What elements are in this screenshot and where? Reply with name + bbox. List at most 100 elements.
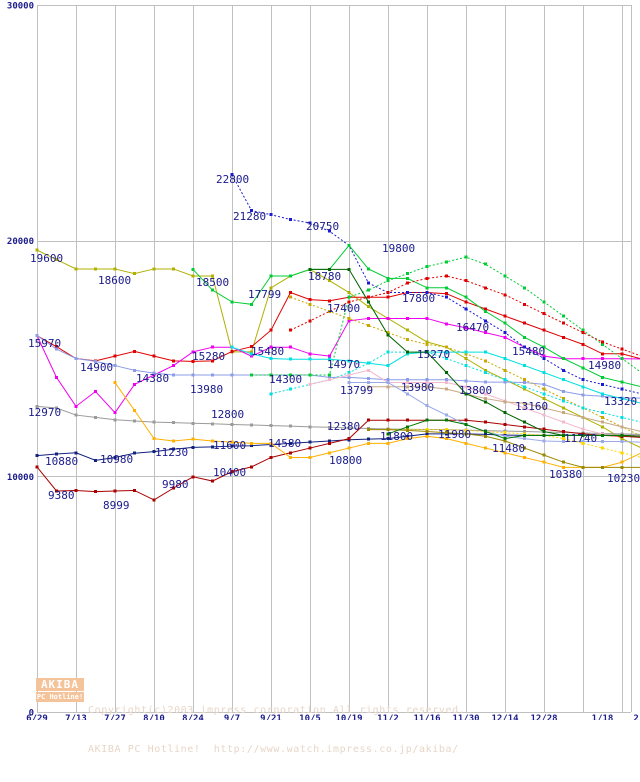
data-point <box>328 378 331 381</box>
x-tick-label: 8/10 <box>143 714 165 720</box>
data-point <box>250 442 253 445</box>
x-tick-label: 11/16 <box>413 714 440 720</box>
data-point <box>426 277 429 280</box>
value-label: 14900 <box>80 361 113 374</box>
data-point <box>523 364 526 367</box>
data-point <box>504 411 507 414</box>
data-point <box>523 286 526 289</box>
data-point <box>328 442 331 445</box>
data-point <box>621 461 624 464</box>
value-label: 12970 <box>28 406 61 419</box>
data-point <box>387 385 390 388</box>
x-tick-label: 9/7 <box>224 714 240 720</box>
data-point <box>523 425 526 428</box>
data-point <box>153 421 156 424</box>
data-point <box>114 267 117 270</box>
data-point <box>133 452 136 455</box>
data-point <box>426 286 429 289</box>
data-point <box>484 447 487 450</box>
data-point <box>192 275 195 278</box>
x-tick-label: 7/27 <box>104 714 126 720</box>
data-point <box>309 447 312 450</box>
data-point <box>504 423 507 426</box>
value-label: 18780 <box>308 270 341 283</box>
data-point <box>348 437 351 440</box>
data-point <box>231 346 234 349</box>
data-point <box>153 498 156 501</box>
data-point <box>504 315 507 318</box>
data-point <box>309 383 312 386</box>
data-point <box>601 383 604 386</box>
data-point <box>562 336 565 339</box>
data-point <box>367 428 370 431</box>
value-label: 13160 <box>515 400 548 413</box>
data-point <box>270 456 273 459</box>
data-point <box>133 419 136 422</box>
data-point <box>445 260 448 263</box>
value-label: 14980 <box>588 359 621 372</box>
data-point <box>543 430 546 433</box>
data-point <box>348 296 351 299</box>
data-point <box>387 381 390 384</box>
data-point <box>75 414 78 417</box>
data-point <box>367 442 370 445</box>
data-point <box>523 336 526 339</box>
data-point <box>621 425 624 428</box>
data-point <box>211 422 214 425</box>
data-point <box>523 381 526 384</box>
data-point <box>406 329 409 332</box>
data-point <box>465 296 468 299</box>
data-point <box>582 366 585 369</box>
data-point <box>465 419 468 422</box>
data-point <box>484 359 487 362</box>
data-point <box>465 351 468 354</box>
data-point <box>484 310 487 313</box>
data-point <box>172 359 175 362</box>
data-point <box>484 263 487 266</box>
value-label: 14580 <box>268 437 301 450</box>
data-point <box>406 338 409 341</box>
data-point <box>367 317 370 320</box>
data-point <box>348 268 351 271</box>
data-point <box>192 422 195 425</box>
data-point <box>601 466 604 469</box>
data-point <box>426 317 429 320</box>
data-point <box>426 265 429 268</box>
data-point <box>367 369 370 372</box>
value-label: 11740 <box>564 432 597 445</box>
data-point <box>601 425 604 428</box>
data-point <box>387 378 390 381</box>
data-point <box>445 286 448 289</box>
data-point <box>465 357 468 360</box>
data-point <box>406 277 409 280</box>
data-point <box>562 322 565 325</box>
data-point <box>367 282 370 285</box>
data-point <box>484 286 487 289</box>
data-point <box>601 352 604 355</box>
data-point <box>504 357 507 360</box>
data-point <box>172 267 175 270</box>
data-point <box>562 390 565 393</box>
data-point <box>465 442 468 445</box>
data-point <box>601 411 604 414</box>
data-point <box>582 394 585 397</box>
value-label: 19800 <box>382 242 415 255</box>
value-label: 17800 <box>402 292 435 305</box>
data-point <box>231 374 234 377</box>
data-point <box>367 296 370 299</box>
data-point <box>582 331 585 334</box>
data-point <box>309 456 312 459</box>
data-point <box>445 371 448 374</box>
data-point <box>192 446 195 449</box>
value-label: 17400 <box>327 302 360 315</box>
data-point <box>543 329 546 332</box>
value-label: 17799 <box>248 288 281 301</box>
value-label: 11230 <box>155 446 188 459</box>
series-line-dark-green <box>310 269 640 436</box>
data-point <box>172 374 175 377</box>
data-point <box>75 451 78 454</box>
data-point <box>543 383 546 386</box>
x-tick-label: 6/29 <box>26 714 48 720</box>
